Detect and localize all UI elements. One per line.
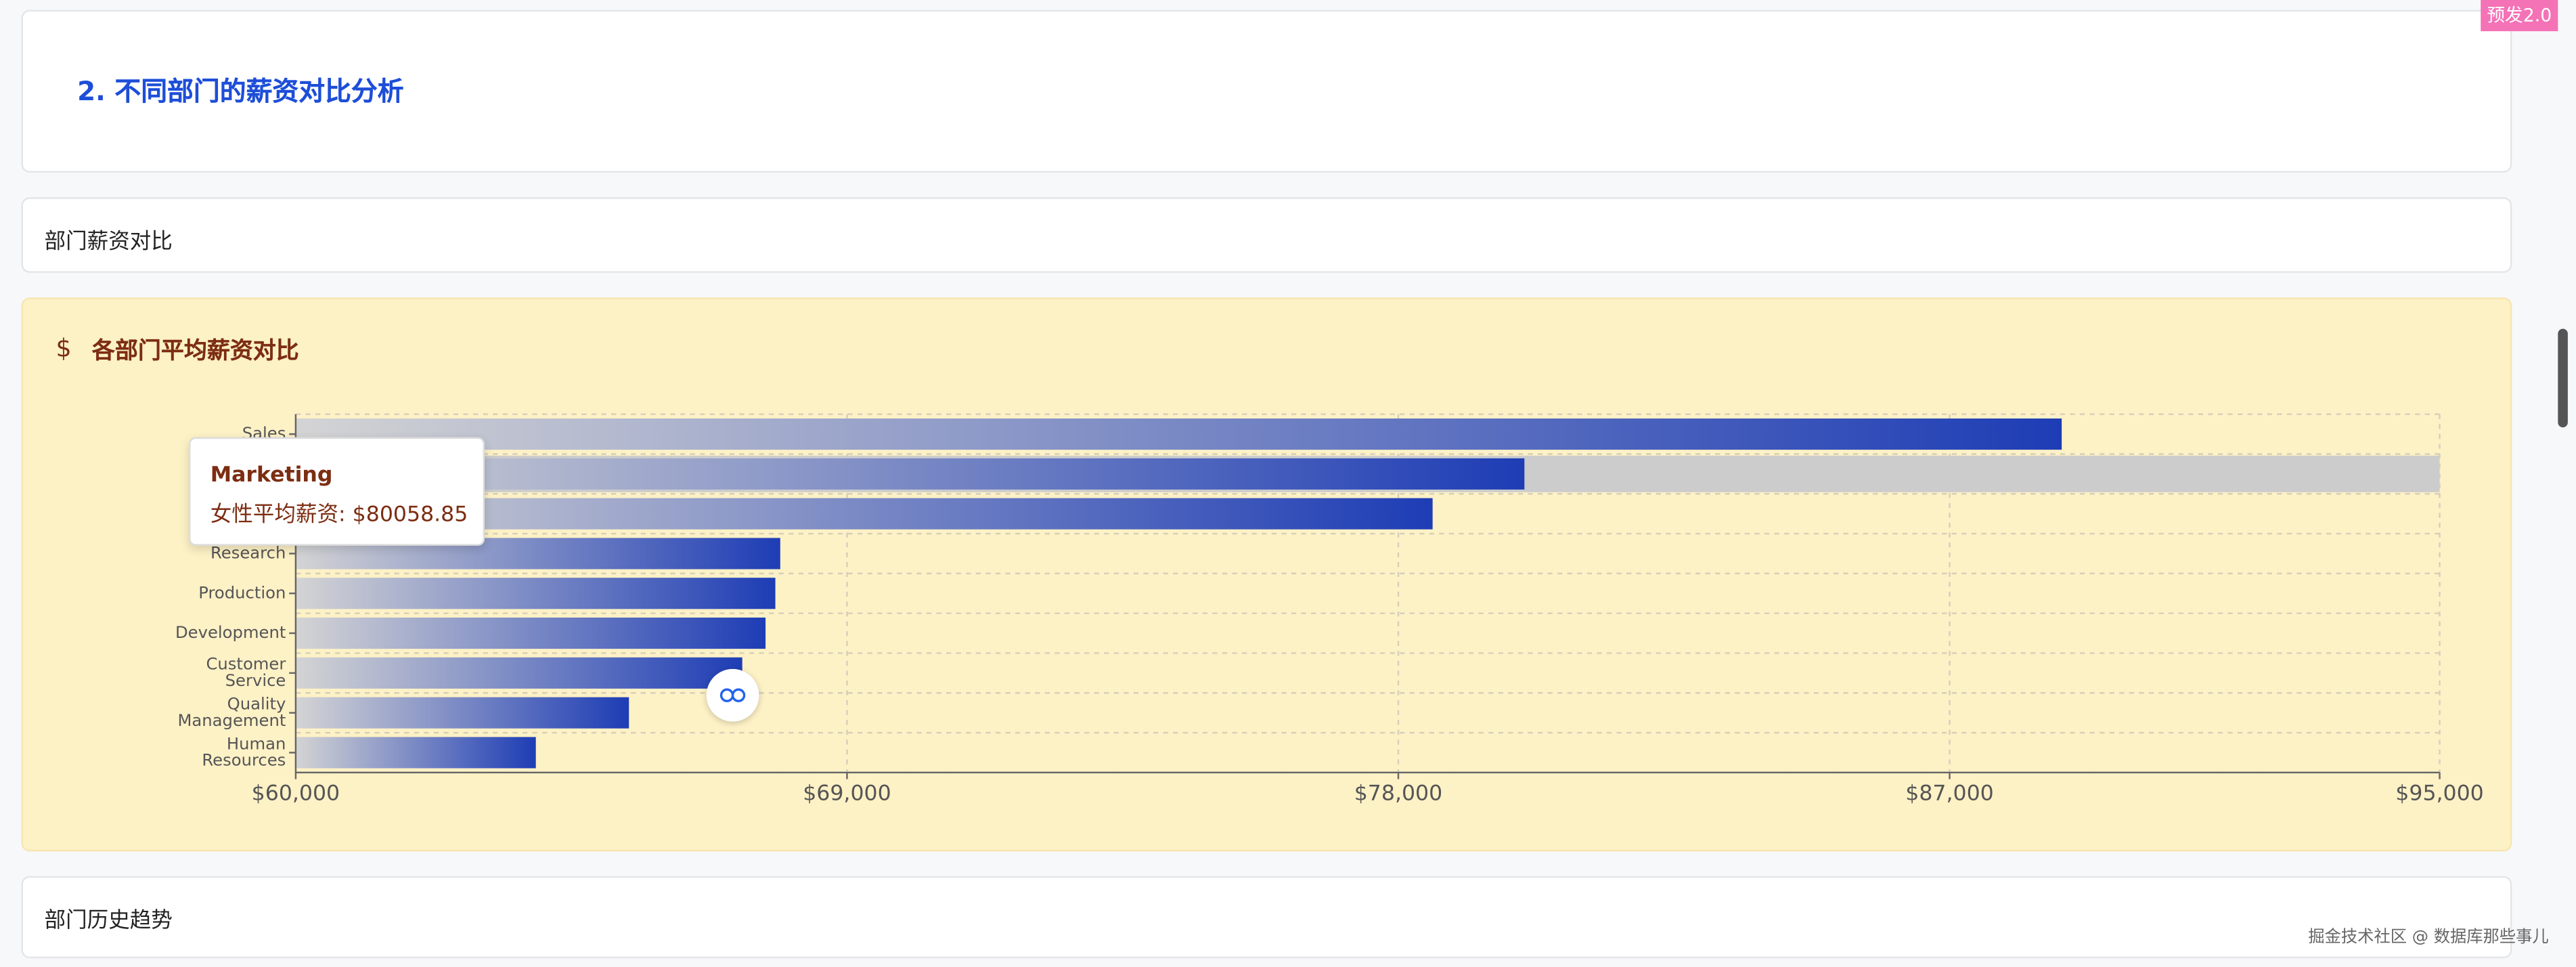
tab-label: 部门薪资对比 — [44, 230, 173, 255]
card-title: 各部门平均薪资对比 — [91, 339, 299, 365]
scrollbar[interactable] — [2558, 328, 2568, 428]
floating-button[interactable] — [706, 668, 759, 722]
next-tab-card[interactable]: 部门历史趋势 — [21, 876, 2512, 959]
tooltip-title: Marketing — [210, 463, 333, 488]
tooltip: Marketing 女性平均薪资: $80058.85 — [189, 437, 485, 546]
env-badge: 预发2.0 — [2481, 0, 2558, 32]
watermark: 掘金技术社区 @ 数据库那些事儿 — [2308, 928, 2549, 947]
card-icon: $ — [55, 333, 72, 364]
section-title: 2. 不同部门的薪资对比分析 — [77, 75, 404, 107]
tooltip-label: 女性平均薪资: $80058.85 — [210, 502, 468, 528]
tab-card[interactable]: 部门薪资对比 — [21, 197, 2512, 273]
next-tab-label: 部门历史趋势 — [44, 909, 173, 934]
button-icon — [719, 688, 746, 702]
section-card: 2. 不同部门的薪资对比分析 — [21, 9, 2512, 173]
chart-card: $ 各部门平均薪资对比 — [21, 297, 2512, 852]
